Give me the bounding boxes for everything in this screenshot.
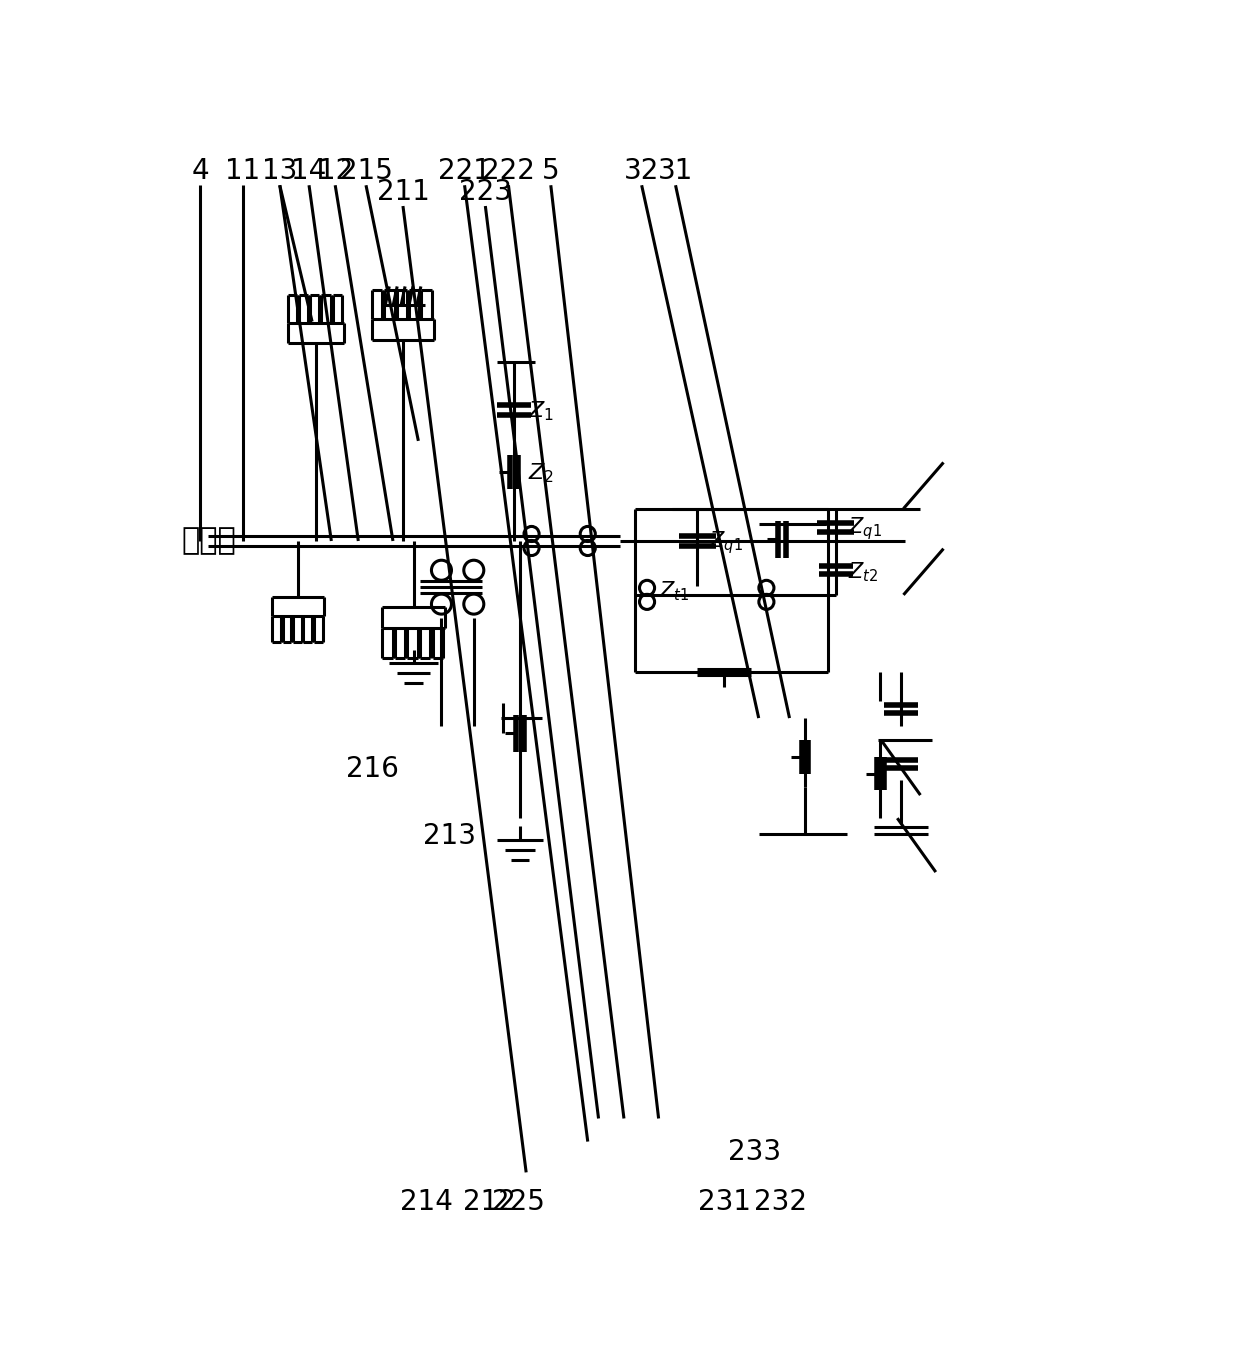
Text: $Z_{q1}$: $Z_{q1}$: [848, 516, 882, 542]
Text: $Z_{q1}$: $Z_{q1}$: [709, 529, 743, 557]
Text: 12: 12: [317, 157, 353, 186]
Text: 212: 212: [463, 1188, 516, 1215]
Text: $Z_{t1}$: $Z_{t1}$: [658, 580, 689, 603]
Text: 232: 232: [754, 1188, 807, 1215]
Text: 221: 221: [438, 157, 491, 186]
Text: $Z_1$: $Z_1$: [528, 400, 554, 423]
Text: 11: 11: [226, 157, 260, 186]
Text: 233: 233: [728, 1138, 781, 1166]
Text: 输入端: 输入端: [181, 527, 236, 555]
Text: 216: 216: [346, 756, 398, 783]
Text: 14: 14: [291, 157, 326, 186]
Text: 4: 4: [192, 157, 210, 186]
Text: 231: 231: [698, 1188, 751, 1215]
Text: 5: 5: [542, 157, 559, 186]
Text: 211: 211: [377, 179, 429, 206]
Text: 13: 13: [262, 157, 298, 186]
Text: 32: 32: [624, 157, 660, 186]
Text: 215: 215: [340, 157, 392, 186]
Text: $Z_2$: $Z_2$: [528, 461, 554, 486]
Text: 223: 223: [459, 179, 512, 206]
Text: 222: 222: [482, 157, 534, 186]
Text: 225: 225: [492, 1188, 544, 1215]
Text: 31: 31: [658, 157, 693, 186]
Text: 214: 214: [399, 1188, 453, 1215]
Text: $Z_{t2}$: $Z_{t2}$: [848, 561, 878, 584]
Text: 213: 213: [423, 822, 476, 850]
